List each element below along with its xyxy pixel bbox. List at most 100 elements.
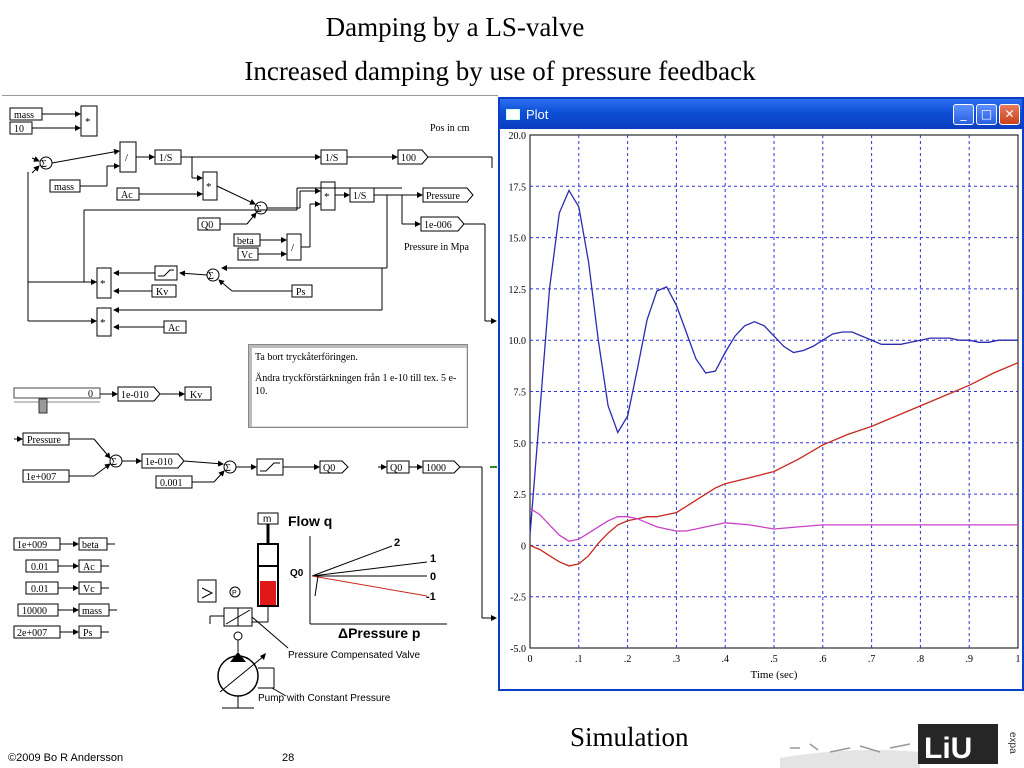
slider-thumb[interactable] [38,398,48,414]
schematic-p-symbol: P [232,590,237,597]
annotation-note: Ta bort tryckåterföringen. Ändra tryckfö… [248,344,468,428]
plot-area: 0 .1 .2 .3 .4 .5 .6 .7 .8 .9 1 -5.0 -2.5 0 2.5 5.0 7.5 10… [500,129,1022,689]
svg-text:2e+007: 2e+007 [17,628,47,639]
x-tick-label: .8 [917,654,925,665]
schematic-curve-label-0: 0 [430,571,436,583]
slide-title: Damping by a LS-valve [325,12,585,42]
svg-text:Vc: Vc [83,584,95,595]
schematic-valve-caption: Pressure Compensated Valve [288,650,421,661]
block-mult-1-label: * [85,116,91,128]
block-gain-100 [397,149,429,165]
schematic-pump-caption: Pump with Constant Pressure [258,693,391,704]
maximize-button[interactable]: □ [976,103,997,125]
y-tick-label: 2.5 [514,490,527,501]
parameter-block-ac: 0.01 Ac [25,559,109,573]
block-gain-100-label: 100 [401,153,416,164]
block-beta-label: beta [237,236,254,247]
x-tick-label: 0 [528,654,533,665]
y-tick-label: 20.0 [509,131,527,142]
parameter-block-ps: 2e+007 Ps [13,625,109,639]
block-mult-1 [80,105,98,137]
minimize-button[interactable]: _ [953,103,974,125]
block-q0-label: Q0 [201,220,213,231]
svg-text:0.01: 0.01 [31,584,49,595]
series-line-red [529,362,1019,567]
y-tick-label: -5.0 [510,644,526,655]
block-gain-1e010-label: 1e-010 [121,390,149,401]
block-mass-mid-label: mass [54,182,74,193]
plot-titlebar[interactable]: Plot _ □ ✕ [500,99,1022,129]
block-sum-1-label: Σ [41,159,47,170]
x-tick-label: 1 [1016,654,1021,665]
svg-text:Ps: Ps [83,628,93,639]
x-tick-label: .7 [868,654,876,665]
plot-window-title: Plot [526,106,549,122]
footer-caption: Simulation [570,722,689,752]
parameter-block-vc: 0.01 Vc [25,581,109,595]
y-tick-label: 12.5 [509,285,527,296]
block-gain-1e010 [117,386,161,402]
svg-text:1e+009: 1e+009 [17,540,47,551]
x-tick-label: .3 [673,654,681,665]
svg-text:mass: mass [82,606,102,617]
label-pressure-in-mpa: Pressure in Mpa [404,242,470,253]
svg-text:0.01: 0.01 [31,562,49,573]
plot-window: Plot _ □ ✕ 0.1.2.3.4.5.6.7.8.9 1 -5.0 -2.5 0… [498,97,1024,691]
block-divide-2-label: / [291,242,295,254]
y-tick-label: 7.5 [514,388,527,399]
block-pressure-in-label: Pressure [27,435,61,446]
y-tick-label: 5.0 [514,439,527,450]
window-icon [506,108,520,120]
block-mult-3 [320,181,336,211]
block-mass-top-label: mass [14,110,34,121]
note-line-2: Ändra tryckförstärkningen från 1 e-10 ti… [255,373,457,397]
block-q0-out [319,460,349,474]
block-gain-1e006 [420,216,465,232]
block-kv-out [184,386,212,401]
block-pressure-out [422,187,474,203]
block-gain-1e010-b [141,453,185,469]
block-mult-4-label: * [100,278,106,290]
x-tick-label: .4 [721,654,729,665]
copyright: ©2009 Bo R Andersson [8,752,124,764]
logo-side-text: expa [1007,732,1018,754]
y-tick-label: 15.0 [509,234,527,245]
y-tick-label: 0 [521,541,526,552]
close-button[interactable]: ✕ [999,103,1020,125]
page-number: 28 [282,752,295,764]
slider-track[interactable] [13,387,101,399]
x-axis-label: Time (sec) [751,669,798,681]
block-const-10-label: 10 [14,124,24,135]
block-gain-1e006-label: 1e-006 [424,220,452,231]
block-diagram: mass 10 * Σ mass / 1/S 1/S 100 Pos in cm [2,95,498,725]
schematic-q0-label: Q0 [290,568,304,579]
block-divide-label: / [125,152,129,164]
block-sum-4-label: Σ [111,457,117,468]
x-tick-label: .1 [575,654,583,665]
logo-text: LiU [924,732,972,765]
x-tick-label: .9 [965,654,973,665]
block-diagram-svg: mass 10 * Σ mass / 1/S 1/S 100 Pos in cm [9,105,497,709]
block-ps-label: Ps [296,287,306,298]
block-mult-5-label: * [100,317,106,329]
schematic-flow-label: Flow q [288,513,332,529]
block-sum-3-label: Σ [208,271,214,282]
block-gain-1000-label: 1000 [426,463,446,474]
x-tick-label: .6 [819,654,827,665]
block-q0-in-label: Q0 [390,463,402,474]
block-mult-3-label: * [324,191,330,203]
slider-value: 0 [88,389,93,400]
block-mult-4 [96,267,112,299]
y-tick-label: -2.5 [510,593,526,604]
block-ac-label: Ac [121,190,133,201]
series-line-blue [529,188,1018,536]
schematic-curve-label-1: 1 [430,553,436,565]
block-const-1e007-label: 1e+007 [26,472,56,483]
parameter-block-beta: 1e+009 beta [13,537,115,551]
block-mult-2-label: * [206,181,212,193]
block-sum-5-label: Σ [225,463,231,474]
parameter-block-mass: 10000 mass [17,603,117,617]
block-integrator-3-label: 1/S [353,191,366,202]
x-tick-label: .2 [624,654,632,665]
response-chart: 0 .1 .2 .3 .4 .5 .6 .7 .8 .9 1 -5.0 -2.5 0 2.5 5.0 7.5 10… [509,131,1021,681]
